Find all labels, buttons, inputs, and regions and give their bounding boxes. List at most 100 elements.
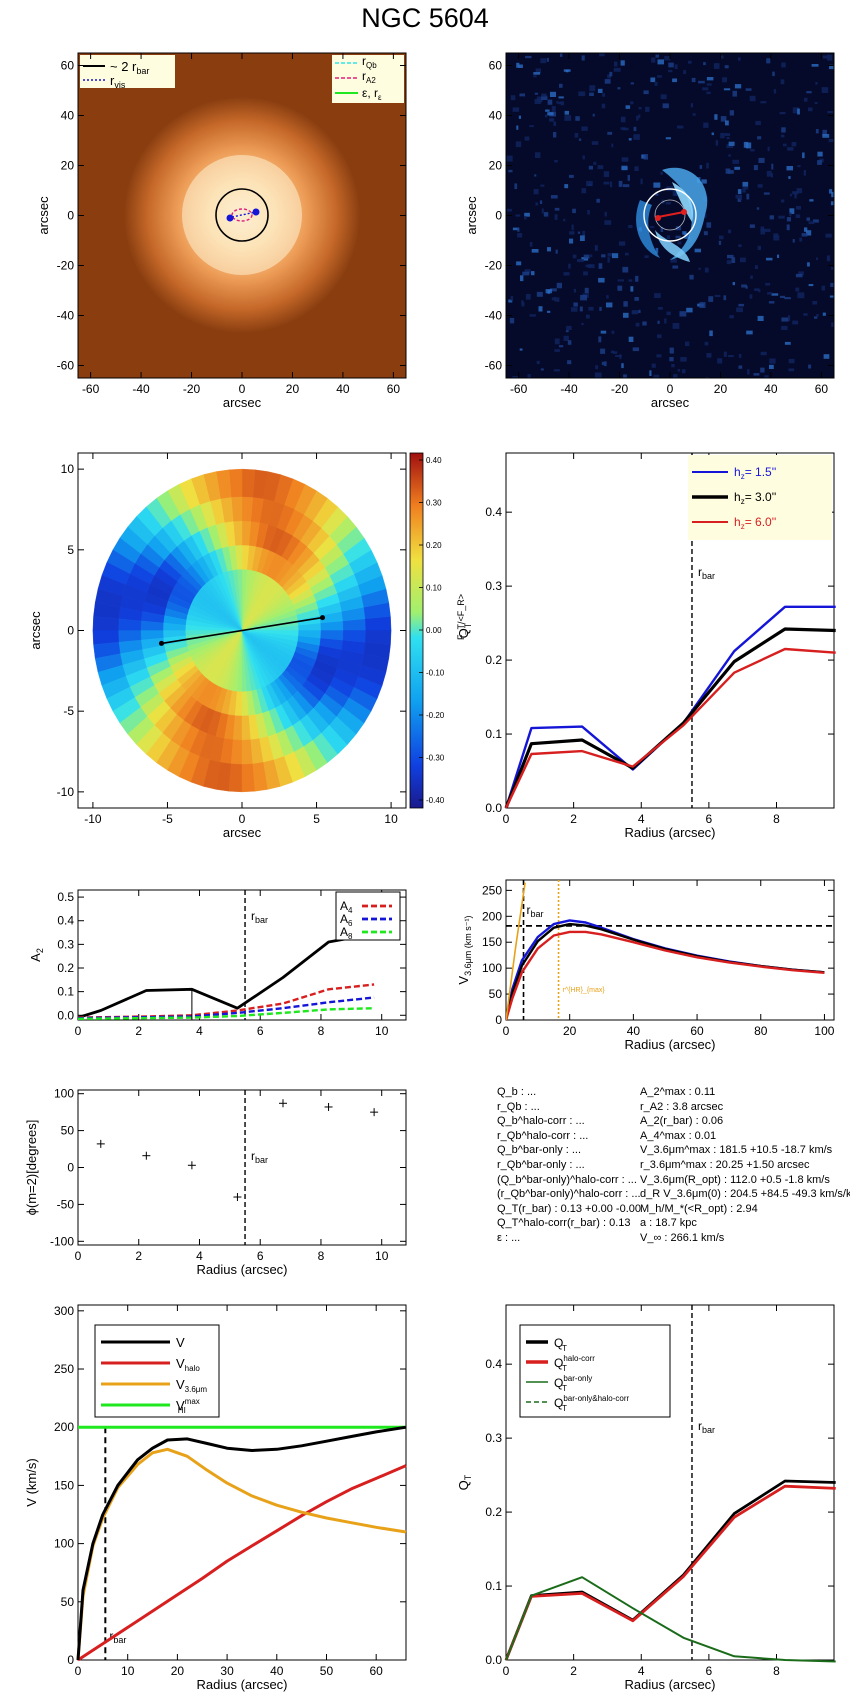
texture-speck	[726, 136, 730, 140]
texture-speck	[638, 107, 642, 110]
texture-speck	[727, 170, 734, 174]
texture-speck	[787, 147, 794, 151]
texture-speck	[571, 307, 578, 312]
polar-cell	[230, 739, 243, 765]
polar-cell	[118, 618, 142, 631]
texture-speck	[741, 284, 747, 288]
texture-speck	[823, 354, 830, 359]
texture-speck	[780, 79, 785, 85]
texture-speck	[560, 101, 564, 106]
info-line: M_h/M_*(<R_opt) : 2.94	[640, 1202, 758, 1215]
polar-cell	[241, 468, 256, 498]
x-tick-label: 4	[196, 1024, 203, 1038]
panel-image-3p6um: ~ 2 rbar rvis rQb rA2 ε, rε -60 -40 -20 0 20…	[36, 52, 407, 410]
texture-speck	[760, 351, 767, 356]
texture-speck	[567, 340, 572, 345]
texture-speck	[808, 364, 812, 369]
axes-image-forcemap: -60 -40 -20 0 20 40 60 -60 -40 -20 0 20 40 60 arcsec ar…	[464, 53, 834, 410]
texture-speck	[781, 317, 789, 322]
texture-speck	[558, 101, 562, 105]
info-line: V_3.6μm^max : 181.5 +10.5 -18.7 km/s	[640, 1144, 833, 1157]
texture-speck	[611, 330, 615, 334]
texture-speck	[767, 292, 773, 295]
y-tick-label: 0.3	[485, 1431, 502, 1445]
texture-speck	[738, 365, 743, 369]
texture-speck	[717, 358, 723, 364]
texture-speck	[620, 116, 626, 123]
texture-speck	[746, 142, 752, 149]
x-tick-label: -10	[84, 812, 102, 826]
texture-speck	[675, 226, 682, 231]
texture-speck	[744, 186, 749, 190]
texture-speck	[516, 62, 520, 68]
x-tick-label: 60	[370, 1664, 384, 1678]
texture-speck	[645, 106, 650, 112]
texture-speck	[553, 121, 557, 126]
texture-speck	[777, 254, 780, 258]
legend-label: Vhalo	[176, 1356, 200, 1373]
x-axis-label: Radius (arcsec)	[624, 1677, 715, 1692]
texture-speck	[769, 364, 774, 369]
texture-speck	[610, 350, 615, 354]
texture-speck	[544, 114, 548, 118]
texture-speck	[621, 157, 629, 162]
y-tick-label: 200	[54, 1420, 74, 1434]
texture-speck	[564, 115, 572, 121]
colorbar-tick-label: -0.30	[426, 754, 445, 763]
texture-speck	[541, 93, 547, 97]
y-tick-label: 100	[54, 1087, 74, 1101]
texture-speck	[711, 132, 714, 136]
x-tick-label: 6	[706, 1664, 713, 1678]
texture-speck	[549, 118, 555, 122]
texture-speck	[765, 283, 771, 286]
colorbar-tick-label: 0.30	[426, 499, 442, 508]
y-tick-label: 0.2	[485, 653, 502, 667]
legend-label: V	[176, 1335, 185, 1350]
texture-speck	[698, 80, 705, 84]
texture-speck	[727, 254, 734, 259]
texture-speck	[746, 193, 750, 200]
y-tick-label: 40	[61, 109, 75, 123]
texture-speck	[600, 348, 606, 354]
texture-speck	[594, 245, 598, 251]
texture-speck	[729, 110, 734, 116]
texture-speck	[747, 369, 750, 375]
legend-label: Qbar-only T	[554, 1374, 592, 1393]
x-tick-label: 0	[75, 1024, 82, 1038]
plot-frame	[77, 889, 407, 1021]
x-tick-label: -60	[510, 382, 528, 396]
texture-speck	[772, 71, 775, 77]
texture-speck	[535, 202, 538, 206]
x-tick-label: 0	[503, 1024, 510, 1038]
texture-speck	[636, 115, 639, 121]
texture-speck	[534, 92, 539, 95]
y-tick-label: 100	[54, 1537, 74, 1551]
x-axis-label: arcsec	[223, 825, 262, 840]
texture-speck	[547, 99, 553, 105]
texture-speck	[569, 238, 574, 244]
x-tick-label: 10	[121, 1664, 135, 1678]
info-line: A_2(r_bar) : 0.06	[640, 1115, 724, 1128]
texture-speck	[635, 322, 640, 327]
texture-speck	[540, 184, 545, 187]
texture-speck	[509, 318, 515, 324]
texture-speck	[734, 84, 742, 89]
texture-speck	[578, 91, 586, 97]
panel-phase-profile: 0 2 4 6 8 10 -100 -50 0 50 100 Radius (arcsec) ϕ(m=2…	[24, 1087, 407, 1277]
texture-speck	[507, 208, 512, 212]
texture-speck	[740, 257, 746, 263]
x-tick-label: 6	[257, 1249, 264, 1263]
texture-speck	[738, 57, 741, 61]
texture-speck	[630, 286, 634, 292]
texture-speck	[714, 294, 721, 297]
texture-speck	[669, 357, 674, 362]
texture-speck	[809, 199, 814, 202]
texture-speck	[529, 314, 536, 317]
texture-speck	[779, 112, 786, 115]
y-tick-label: 0	[495, 1013, 502, 1027]
texture-speck	[574, 133, 579, 138]
texture-speck	[792, 107, 799, 114]
polar-cell	[365, 630, 392, 645]
texture-speck	[702, 87, 709, 91]
info-line: V_∞ : 266.1 km/s	[640, 1231, 725, 1244]
